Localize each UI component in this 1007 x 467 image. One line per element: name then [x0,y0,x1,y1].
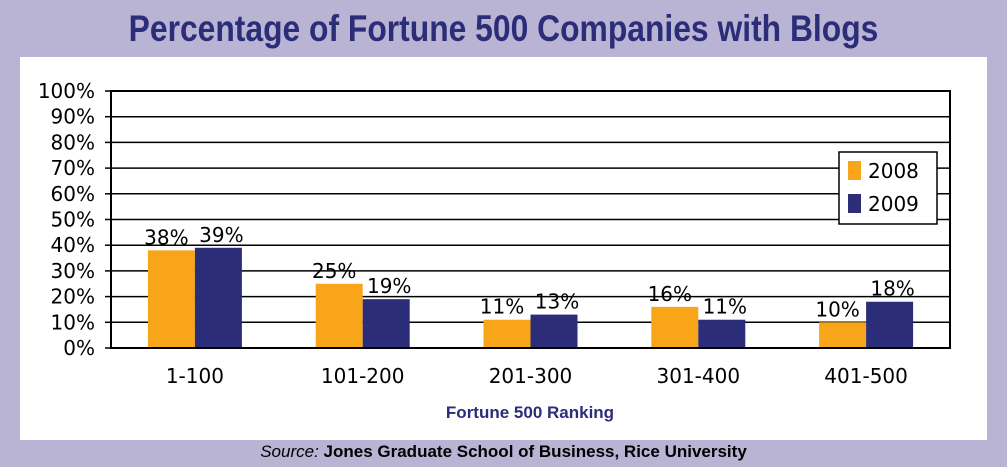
legend: 2008 2009 [838,151,938,225]
bar-2009-301-400 [698,319,746,348]
data-label: 11% [703,295,747,319]
y-tick-label: 40% [51,233,95,257]
y-axis-ticks: 0%10%20%30%40%50%60%70%80%90%100% [38,79,111,360]
bar-2009-401-500 [866,301,914,348]
y-tick-label: 20% [51,285,95,309]
y-tick-label: 80% [51,130,95,154]
data-label: 19% [367,274,411,298]
legend-swatch-2009 [848,194,861,213]
data-label: 13% [535,290,579,314]
data-label: 10% [815,297,859,321]
data-label: 25% [312,259,356,283]
chart-panel: 0% 10% 20% 30% 40% 50% 60% 70% 80% 90% 100% 38% 39%… [20,57,987,440]
data-label: 18% [870,277,914,301]
bar-2008-201-300 [483,319,531,348]
y-tick-label: 90% [51,105,95,129]
chart-title: Percentage of Fortune 500 Companies with… [128,8,879,49]
y-tick-label: 30% [51,259,95,283]
source-lead: Source: [260,442,319,461]
bar-chart: 0%10%20%30%40%50%60%70%80%90%100% 38% 39%… [38,79,951,422]
bar-2008-401-500 [819,322,867,348]
y-tick-label: 100% [38,79,95,103]
gridlines [111,115,950,324]
legend-label-2009: 2009 [868,192,919,216]
x-tick-label: 1-100 [166,364,224,388]
y-tick-label: 50% [51,208,95,232]
bar-2009-201-300 [530,314,578,348]
bar-2008-101-200 [315,283,363,348]
plot-area-border [110,90,951,349]
legend-swatch-2008 [848,161,861,180]
bar-2008-301-400 [651,306,699,348]
data-label: 16% [648,282,692,306]
source-body: Jones Graduate School of Business, Rice … [323,442,747,461]
bars [147,247,914,348]
bar-2009-101-200 [362,299,410,348]
x-tick-label: 301-400 [657,364,741,388]
legend-label-2008: 2008 [868,159,919,183]
x-axis-label: Fortune 500 Ranking [446,403,614,422]
data-labels: 38% 39% 25% 19% 11% 13% 16% 11% 10% 18% [144,223,915,322]
source-note: Source: Jones Graduate School of Busines… [0,442,1007,462]
x-tick-label: 401-500 [824,364,908,388]
x-axis-categories: 1-100 101-200 201-300 301-400 401-500 [166,364,908,388]
y-tick-label: 70% [51,156,95,180]
bar-2009-1-100 [194,247,242,348]
bar-2008-1-100 [147,250,195,348]
data-label: 11% [480,295,524,319]
data-label: 38% [144,225,188,249]
y-tick-label: 10% [51,310,95,334]
x-tick-label: 201-300 [489,364,573,388]
y-tick-label: 60% [51,182,95,206]
x-tick-label: 101-200 [321,364,405,388]
data-label: 39% [199,223,243,247]
y-tick-label: 0% [63,336,95,360]
